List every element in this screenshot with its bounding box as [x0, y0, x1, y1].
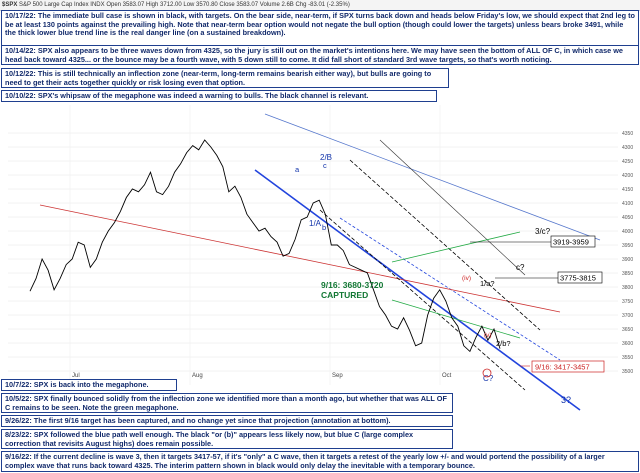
target-box-3: [531, 360, 605, 373]
x-tick-label: Jul: [72, 373, 80, 379]
y-tick-label: 3500: [622, 369, 633, 375]
label-3q: 3?: [561, 395, 571, 405]
y-tick-label: 3900: [622, 257, 633, 263]
label-iv: (iv): [462, 275, 471, 282]
grid: [8, 105, 618, 385]
note-1012: 10/12/22: This is still technically an i…: [1, 68, 449, 88]
red-resistance-line: [39, 204, 561, 313]
note-1005: 10/5/22: SPX finally bounced solidly fro…: [1, 393, 453, 413]
label-v: (v): [484, 332, 492, 339]
label-2b: 2/b?: [496, 339, 511, 348]
target-box-1: [550, 235, 596, 248]
y-tick-label: 3950: [622, 243, 633, 249]
ticker-stats: Open 3583.07 High 3712.00 Low 3570.80 Cl…: [106, 2, 350, 8]
label-Cq: C?: [483, 374, 494, 383]
note-0926: 9/26/22: The first 9/16 target has been …: [1, 415, 453, 427]
upper-blue-channel: [264, 113, 601, 241]
y-tick-label: 4100: [622, 201, 633, 207]
green-megaphone-top: [391, 231, 521, 263]
label-2B: 2/B: [320, 153, 332, 162]
black-channel-lower: [319, 209, 526, 391]
x-tick-label: Aug: [192, 373, 203, 379]
trend-lines: [39, 113, 601, 411]
axis-ticks: 3500 3550 3600 3650 3700 3750 3800 3850 3900 3950…: [72, 131, 633, 379]
x-tick-label: Sep: [332, 373, 343, 379]
low-marker-circle: [482, 368, 492, 378]
label-a: a: [295, 165, 300, 174]
label-c-q: c?: [516, 263, 525, 272]
x-tick-label: Oct: [442, 373, 452, 379]
captured-range: 9/16: 3680-3720: [321, 280, 384, 290]
target-box-2: [557, 271, 603, 284]
y-tick-label: 4000: [622, 229, 633, 235]
target-2-text: 3775-3815: [560, 274, 596, 283]
ticker-name: S&P 500 Large Cap Index: [19, 2, 89, 8]
note-1017: 10/17/22: The immediate bull case is sho…: [1, 10, 639, 46]
label-1a: 1/a?: [480, 279, 495, 288]
y-tick-label: 3750: [622, 299, 633, 305]
black-channel-mid: [379, 139, 526, 276]
label-1A: 1/A: [309, 219, 322, 228]
ticker-exchange: INDX: [90, 2, 105, 8]
note-1010: 10/10/22: SPX's whipsaw of the megaphone…: [1, 90, 437, 102]
target-1-text: 3919-3959: [553, 238, 589, 247]
spx-price-series: [29, 139, 501, 353]
y-tick-label: 3550: [622, 355, 633, 361]
y-tick-label: 4350: [622, 131, 633, 137]
y-tick-label: 3850: [622, 271, 633, 277]
thick-lower-blue-line: [254, 169, 581, 411]
note-0916: 9/16/22: If the current decline is wave …: [1, 451, 639, 472]
y-tick-label: 4200: [622, 173, 633, 179]
y-tick-label: 4250: [622, 159, 633, 165]
y-tick-label: 3650: [622, 327, 633, 333]
ticker-symbol: $SPX: [2, 2, 18, 8]
y-tick-label: 3700: [622, 313, 633, 319]
note-0823: 8/23/22: SPX followed the blue path well…: [1, 429, 453, 449]
label-b: b: [322, 223, 326, 232]
wave-labels: 3/c? 3919-3959 c? 3775-3815 1/a? 2/b? 2/…: [295, 153, 605, 405]
y-tick-label: 4150: [622, 187, 633, 193]
label-c-small: c: [323, 161, 327, 170]
y-tick-label: 3600: [622, 341, 633, 347]
note-1014: 10/14/22: SPX also appears to be three w…: [1, 45, 639, 65]
y-tick-label: 4300: [622, 145, 633, 151]
y-tick-label: 3800: [622, 285, 633, 291]
label-3c: 3/c?: [535, 227, 551, 236]
y-tick-label: 4050: [622, 215, 633, 221]
captured-word: CAPTURED: [321, 290, 368, 300]
black-channel-upper: [349, 159, 541, 331]
green-megaphone-bottom: [391, 299, 521, 339]
target-3-text: 9/16: 3417-3457: [535, 363, 590, 372]
note-1007: 10/7/22: SPX is back into the megaphone.: [1, 379, 177, 391]
